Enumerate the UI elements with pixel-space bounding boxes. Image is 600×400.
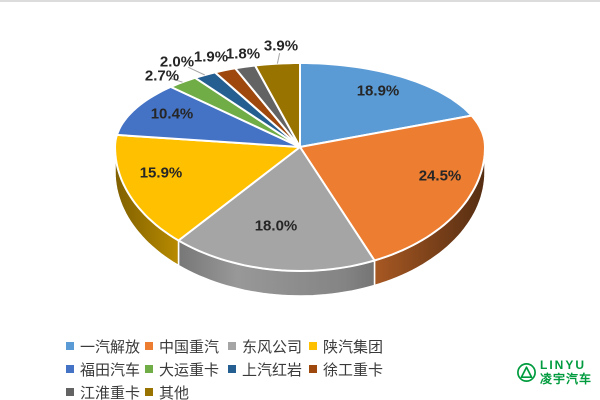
legend-swatch-icon: [66, 388, 74, 396]
legend-swatch-icon: [228, 365, 236, 373]
legend-label: 一汽解放: [80, 338, 141, 356]
pie-slice: [177, 146, 376, 272]
data-label: 2.0%: [160, 54, 194, 71]
legend-item: 大运重卡: [145, 358, 228, 380]
leader-line: [276, 52, 281, 64]
data-label: 1.8%: [226, 46, 260, 63]
pie-slice: [115, 85, 301, 148]
legend-label: 福田汽车: [80, 361, 141, 379]
legend-swatch-icon: [145, 342, 153, 350]
pie-slice: [114, 133, 301, 242]
legend-swatch-icon: [66, 365, 74, 373]
linyu-logo: LINYU 凌宇汽车: [516, 359, 592, 386]
legend-item: 上汽红岩: [228, 358, 309, 380]
pie-data-labels: 18.9% 24.5% 18.0% 15.9% 10.4% 2.7%2.0% 1.9%1.8…: [140, 38, 462, 235]
legend-swatch-icon: [309, 342, 317, 350]
legend-item: 中国重汽: [145, 335, 228, 357]
logo-brand-text: LINYU: [540, 358, 586, 372]
legend-item: 其他: [145, 381, 228, 400]
pie-slice: [299, 114, 486, 262]
chart-legend: 一汽解放 中国重汽 东风公司 陕汽集团福田汽车 大运重卡 上汽红岩 徐工重卡江淮重卡 其他: [66, 335, 405, 400]
logo-subtitle-text: 凌宇汽车: [540, 372, 593, 386]
legend-label: 东风公司: [242, 338, 303, 356]
legend-swatch-icon: [145, 365, 153, 373]
data-label: 3.9%: [264, 38, 298, 55]
legend-item: 徐工重卡: [309, 358, 405, 380]
legend-label: 其他: [159, 384, 190, 400]
legend-label: 陕汽集团: [323, 338, 384, 356]
data-label: 18.9%: [357, 83, 400, 100]
legend-label: 江淮重卡: [80, 384, 141, 400]
legend-item: 江淮重卡: [66, 381, 145, 400]
legend-item: 福田汽车: [66, 358, 145, 380]
leader-line: [170, 77, 183, 83]
pie-slice: [299, 62, 473, 148]
legend-item: 一汽解放: [66, 335, 145, 357]
legend-label: 徐工重卡: [323, 361, 384, 379]
legend-label: 上汽红岩: [242, 361, 303, 379]
linyu-logo-icon: [517, 363, 536, 382]
data-label: 15.9%: [140, 165, 183, 182]
data-label: 2.7%: [145, 68, 179, 85]
legend-swatch-icon: [309, 365, 317, 373]
legend-swatch-icon: [228, 342, 236, 350]
pie-chart: 18.9% 24.5% 18.0% 15.9% 10.4% 2.7%2.0% 1.9%1.8…: [114, 38, 486, 297]
data-label: 10.4%: [151, 106, 194, 123]
data-label: 1.9%: [194, 49, 228, 66]
legend-label: 中国重汽: [159, 338, 220, 356]
legend-item: 陕汽集团: [309, 335, 405, 357]
pie-leader-lines: [170, 52, 281, 83]
legend-swatch-icon: [66, 342, 74, 350]
legend-label: 大运重卡: [159, 361, 220, 379]
legend-item: 东风公司: [228, 335, 309, 357]
data-label: 24.5%: [419, 168, 462, 185]
legend-swatch-icon: [145, 388, 153, 396]
data-label: 18.0%: [255, 218, 298, 235]
top-border: [0, 0, 600, 2]
logo-text: LINYU 凌宇汽车: [540, 358, 593, 387]
leader-line: [187, 66, 206, 76]
pie-tops: [114, 62, 486, 272]
